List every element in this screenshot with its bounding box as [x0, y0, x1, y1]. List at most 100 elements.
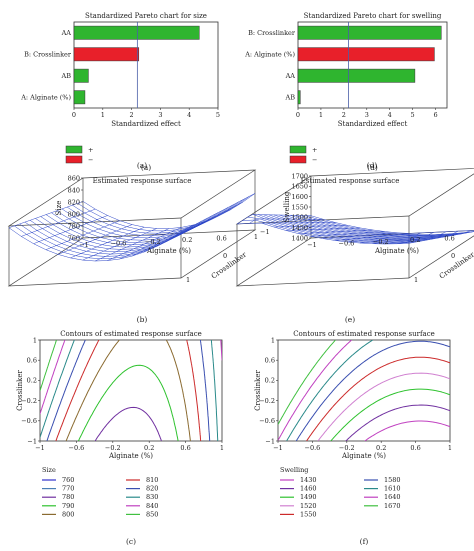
y-tick-label: 0.2: [265, 377, 275, 385]
contour-line: [40, 340, 222, 415]
category-label: A: Alginate (%): [244, 51, 295, 59]
y-axis-label: Crosslinker: [210, 250, 249, 280]
z-tick-label: 1550: [291, 203, 308, 211]
legend-label: 1460: [300, 485, 317, 493]
x-axis-label: Alginate (%): [341, 452, 386, 460]
y-tick-label: 1: [414, 276, 418, 284]
legend-label: 820: [146, 485, 158, 493]
surface-mesh-line: [252, 214, 425, 242]
x-tick-label: 0.2: [182, 236, 192, 244]
legend-label: 1610: [384, 485, 401, 493]
contour-lines: [278, 340, 450, 441]
z-tick-label: 1450: [291, 224, 308, 232]
bar: [73, 68, 89, 83]
legend-swatch-minus: [65, 155, 83, 164]
panel-caption: (f): [360, 537, 369, 546]
surface-mesh-line: [258, 214, 431, 242]
contour-line: [55, 340, 202, 441]
contour-line: [286, 340, 374, 441]
y-tick-label: 0: [451, 252, 455, 260]
z-tick-label: 840: [68, 186, 80, 194]
surface-mesh-line: [268, 214, 441, 240]
y-tick-label: −0.2: [21, 397, 37, 405]
x-tick-label: 0.2: [376, 444, 386, 452]
legend-label: +: [88, 146, 93, 154]
x-tick-label: 0.2: [410, 236, 420, 244]
x-tick-label: −1: [35, 444, 45, 452]
legend-title: Swelling: [280, 466, 308, 474]
panel-caption: (c): [126, 537, 136, 546]
x-tick-label: 0.6: [444, 235, 454, 243]
bar: [73, 90, 86, 105]
x-tick-label: −1: [79, 241, 89, 249]
legend-label: 1580: [384, 476, 401, 484]
legend-label: 790: [62, 502, 74, 510]
x-axis-label: Alginate (%): [108, 452, 153, 460]
bar: [297, 90, 301, 105]
plot-frame: [73, 21, 219, 109]
x-tick-label: 6: [433, 111, 437, 119]
x-axis-label: Standardized effect: [338, 120, 408, 128]
y-axis-label: Crosslinker: [254, 369, 262, 410]
x-tick-label: −0.6: [111, 239, 127, 247]
contour-lines: [40, 340, 222, 441]
surface-mesh-line: [335, 233, 410, 241]
surface-mesh-line: [310, 215, 474, 234]
x-tick-label: −0.2: [145, 238, 161, 246]
y-tick-label: 1: [186, 276, 190, 284]
x-tick-label: −0.6: [69, 444, 85, 452]
category-label: AA: [61, 29, 72, 37]
bar: [297, 25, 442, 40]
legend-label: 1490: [300, 493, 317, 501]
legend-swatch-minus: [289, 155, 307, 164]
z-tick-label: 1650: [291, 183, 308, 191]
contour-line: [46, 340, 211, 441]
surface-mesh-line: [247, 216, 420, 243]
surface-mesh-line: [180, 193, 256, 233]
surface-mesh-line: [263, 214, 436, 241]
x-tick-label: 5: [411, 111, 415, 119]
surface-mesh-line: [107, 227, 182, 261]
contour-line: [40, 340, 219, 441]
y-tick-label: −1: [265, 437, 275, 445]
x-tick-label: −0.6: [305, 444, 321, 452]
z-tick-label: 760: [68, 234, 80, 242]
surface-mesh-line: [82, 193, 256, 229]
chart-title: Estimated response surface: [93, 177, 192, 185]
category-label: AB: [285, 94, 296, 102]
chart-title: Contours of estimated response surface: [60, 330, 202, 338]
panel-caption: (a): [137, 161, 147, 170]
contour-line: [278, 340, 336, 425]
bar: [297, 47, 435, 62]
y-axis-label: Crosslinker: [16, 369, 24, 410]
legend-label: 840: [146, 502, 158, 510]
x-tick-label: 4: [187, 111, 191, 119]
x-tick-label: 0.6: [410, 444, 420, 452]
z-tick-label: 1400: [291, 234, 308, 242]
y-tick-label: −0.2: [259, 397, 275, 405]
legend-label: 770: [62, 485, 74, 493]
legend-label: 1640: [384, 493, 401, 501]
x-tick-label: 2: [130, 111, 134, 119]
legend-label: 1670: [384, 502, 401, 510]
surface-mesh-line: [168, 201, 243, 241]
x-tick-label: 1: [254, 233, 258, 241]
pareto-panel-d: Standardized Pareto chart for swelling B:…: [244, 12, 448, 172]
surface-mesh-line: [8, 227, 182, 262]
surface-mesh-line: [242, 219, 415, 244]
y-axis-label: Crosslinker: [438, 250, 474, 280]
panel-caption: (e): [345, 315, 355, 324]
x-tick-label: −0.2: [105, 444, 121, 452]
category-label: A: Alginate (%): [20, 94, 71, 102]
x-tick-label: −0.6: [339, 239, 355, 247]
category-label: B: Crosslinker: [248, 29, 296, 37]
surface-mesh-line: [408, 231, 474, 244]
category-label: AA: [285, 72, 296, 80]
z-tick-label: 1700: [291, 172, 308, 180]
contour-line: [330, 388, 450, 441]
plot-frame: [277, 339, 451, 442]
legend-label: 760: [62, 476, 74, 484]
z-axis-label: Swelling: [283, 191, 291, 222]
x-tick-label: −1: [307, 241, 317, 249]
x-tick-label: 0: [72, 111, 76, 119]
